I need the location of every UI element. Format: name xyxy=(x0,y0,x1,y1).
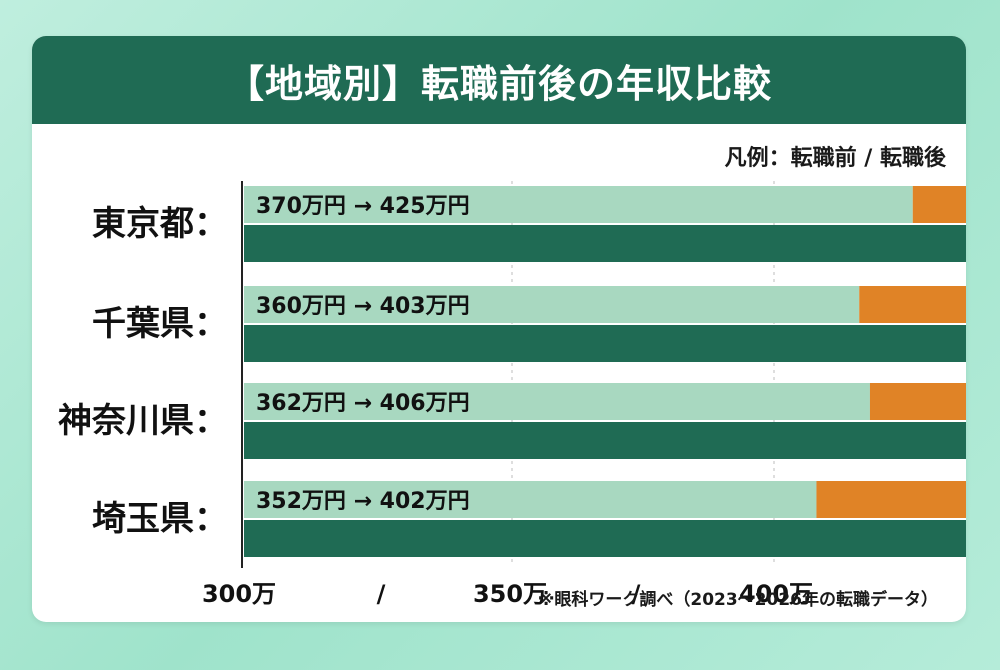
bar-chart: 東京都：370万円 → 425万円+55万円)千葉県：360万円 → 403万円… xyxy=(58,181,966,608)
before-bar xyxy=(244,481,817,518)
region-label: 東京都： xyxy=(92,204,228,244)
region-label: 千葉県： xyxy=(92,304,228,344)
chart-header: 【地域別】転職前後の年収比較 xyxy=(32,36,966,124)
after-bar xyxy=(244,225,966,262)
chart-title: 【地域別】転職前後の年収比較 xyxy=(225,61,772,106)
after-bar xyxy=(244,325,966,362)
increase-bar xyxy=(912,186,966,223)
footnote: ※眼科ワーク調べ（2023〜2026年の転職データ） xyxy=(537,590,938,610)
after-bar xyxy=(244,422,966,459)
increase-bar xyxy=(859,286,966,323)
x-tick-label: / xyxy=(632,580,641,608)
before-bar xyxy=(244,383,870,420)
chart-card: 【地域別】転職前後の年収比較 凡例：転職前 / 転職後 東京都： 370万円 → … xyxy=(32,36,966,622)
x-tick-label: / xyxy=(377,580,386,608)
x-tick-label: 350万 xyxy=(473,580,547,608)
x-tick-label: 300万 xyxy=(202,580,276,608)
before-bar xyxy=(244,186,913,223)
bar-value-label: 362万円 → 406万円 xyxy=(256,391,470,416)
region-label: 埼玉県： xyxy=(92,499,228,539)
increase-bar xyxy=(869,383,966,420)
x-tick-label: 400万 xyxy=(739,580,813,608)
bar-value-label: 370万円 → 425万円 xyxy=(256,194,470,219)
increase-bar xyxy=(816,481,966,518)
bar-value-label: 352万円 → 402万円 xyxy=(256,489,470,514)
after-bar xyxy=(244,520,966,557)
region-label: 神奈川県： xyxy=(58,401,228,441)
before-bar xyxy=(244,286,860,323)
legend: 凡例：転職前 / 転職後 xyxy=(724,146,946,171)
bar-value-label: 360万円 → 403万円 xyxy=(256,294,470,319)
